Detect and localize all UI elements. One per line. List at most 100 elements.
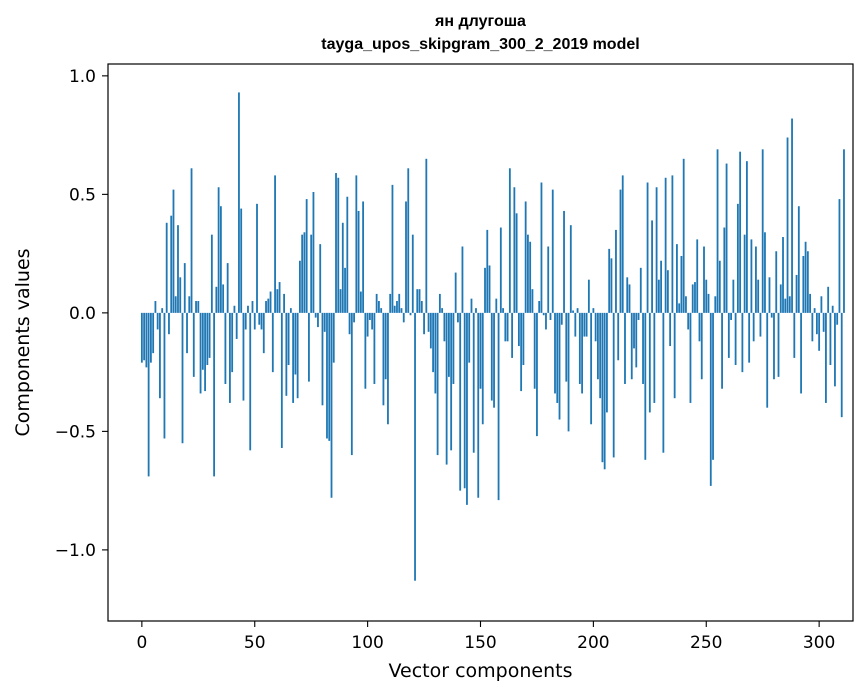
bar: [170, 215, 173, 313]
bar: [447, 312, 450, 377]
bar: [310, 234, 313, 313]
bar: [662, 312, 665, 453]
x-axis-label: Vector components: [389, 660, 573, 682]
bar: [235, 312, 238, 339]
bar: [606, 312, 608, 413]
bar: [815, 312, 818, 335]
bar: [195, 301, 197, 313]
x-tick-label: 150: [464, 633, 496, 653]
bar: [335, 173, 337, 313]
bar: [475, 308, 477, 313]
bar: [718, 260, 721, 313]
bar: [513, 187, 516, 313]
bar: [802, 255, 805, 313]
bar: [628, 284, 631, 313]
bar: [741, 312, 744, 373]
bar: [409, 312, 412, 316]
bar: [822, 312, 825, 332]
bar: [587, 279, 590, 313]
bar: [213, 312, 216, 477]
bar: [506, 312, 509, 342]
bar: [411, 234, 414, 313]
bar: [357, 210, 360, 313]
bar: [481, 312, 484, 425]
bar: [472, 312, 475, 453]
bar: [560, 312, 563, 325]
bar: [770, 312, 773, 318]
bar: [709, 312, 712, 486]
bar: [438, 293, 441, 313]
y-tick-label: −0.5: [55, 422, 96, 442]
bar: [547, 246, 550, 313]
bar: [190, 168, 193, 313]
bar: [337, 177, 340, 313]
bars-group: [140, 92, 845, 581]
bar: [583, 312, 586, 337]
bar: [515, 213, 518, 313]
y-tick-label: −1.0: [55, 541, 96, 561]
bar: [217, 187, 220, 313]
bar: [590, 312, 593, 425]
bar: [829, 312, 832, 366]
bar: [727, 312, 730, 358]
bar: [527, 234, 529, 313]
bar: [368, 312, 371, 320]
bar: [655, 187, 658, 313]
bar: [621, 175, 624, 313]
bar: [143, 312, 146, 361]
bar: [840, 312, 843, 418]
bar: [285, 312, 288, 396]
bar: [402, 312, 405, 323]
bar: [172, 189, 175, 313]
bar: [572, 310, 574, 313]
bar: [434, 312, 437, 394]
bar: [768, 277, 771, 313]
bar: [305, 199, 308, 313]
bar: [682, 158, 685, 313]
bar: [161, 308, 164, 313]
bar: [303, 232, 306, 313]
bar: [633, 312, 635, 349]
x-tick-label: 200: [577, 633, 609, 653]
bar: [188, 296, 191, 313]
bar: [314, 312, 317, 318]
bar: [576, 308, 579, 313]
bar: [312, 191, 315, 313]
bar: [685, 296, 687, 313]
bar: [274, 175, 276, 313]
bar: [657, 279, 660, 313]
bar: [423, 312, 425, 335]
bar: [558, 312, 561, 420]
bar: [168, 312, 170, 335]
bar: [653, 312, 656, 403]
bar: [800, 312, 802, 394]
bar: [703, 246, 705, 313]
bar: [206, 312, 209, 366]
bar: [280, 312, 283, 448]
bar: [233, 305, 236, 313]
bar: [488, 265, 491, 313]
bar: [761, 149, 764, 313]
bar: [497, 312, 500, 501]
bar: [707, 293, 710, 313]
bar: [226, 263, 229, 313]
bar: [396, 301, 398, 313]
bar: [484, 267, 486, 313]
bar: [601, 312, 604, 463]
bar: [253, 312, 256, 330]
bar: [247, 305, 249, 313]
bar: [567, 312, 570, 432]
bar: [825, 312, 827, 403]
bar: [834, 312, 836, 387]
bar: [389, 293, 392, 313]
bar: [508, 168, 511, 313]
bar: [723, 227, 726, 313]
bar: [764, 232, 766, 313]
bar: [466, 312, 468, 505]
bar: [201, 312, 204, 370]
bar: [490, 312, 493, 401]
bar: [716, 149, 719, 313]
bar: [809, 293, 812, 313]
